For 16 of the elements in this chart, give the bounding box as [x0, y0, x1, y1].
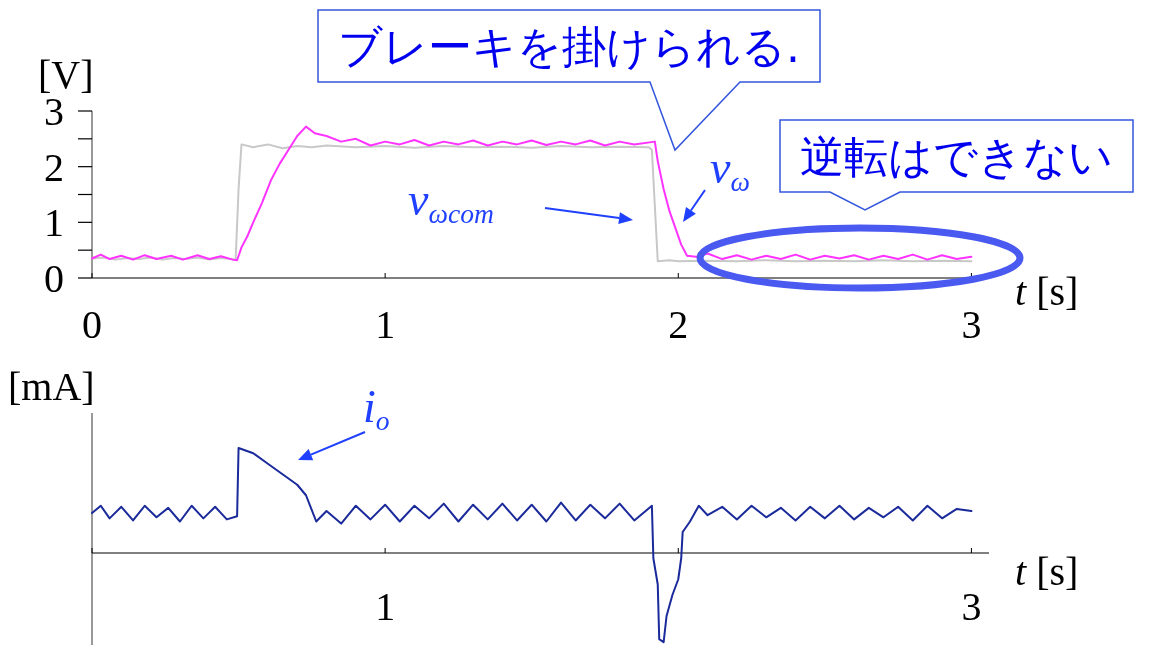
x-tick-label: 3: [961, 302, 982, 347]
annotation: 逆転はできない: [800, 131, 1113, 182]
x-tick-label: 2: [668, 302, 689, 347]
y-tick-label: 2: [44, 144, 64, 190]
annotation: v$_{ωcom}$: [408, 174, 494, 230]
y-tick-label: 0: [44, 256, 64, 301]
y-axis-title: [V]: [38, 52, 94, 97]
y-axis-title: [mA]: [8, 364, 95, 409]
x-tick-label: 0: [82, 302, 102, 347]
x-axis-title: t [s]: [1015, 269, 1079, 314]
text: ブレーキを掛けられる.: [338, 21, 800, 72]
x-axis-title: t [s]: [1015, 549, 1079, 594]
text: i$_{o}$: [363, 381, 390, 437]
x-tick-label: 1: [375, 302, 396, 347]
y-tick-label: 1: [44, 200, 64, 246]
annotation: v$_{ω}$: [710, 142, 750, 198]
